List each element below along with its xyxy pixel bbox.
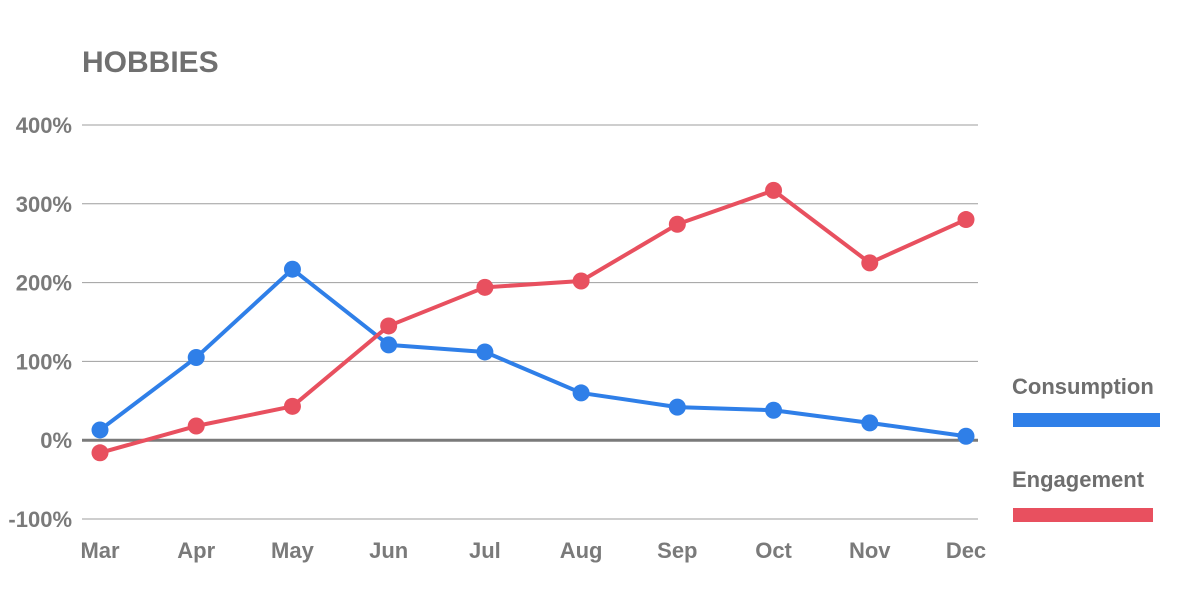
x-tick-label: Jun <box>369 538 408 563</box>
x-tick-label: Dec <box>946 538 986 563</box>
legend-swatch <box>1013 508 1153 522</box>
x-tick-label: Oct <box>755 538 792 563</box>
x-tick-label: Mar <box>80 538 120 563</box>
legend-item-engagement: Engagement <box>1012 467 1153 522</box>
data-point-engagement <box>476 278 494 296</box>
data-point-consumption <box>380 336 398 354</box>
data-point-consumption <box>765 401 783 419</box>
data-point-consumption <box>572 384 590 402</box>
data-point-consumption <box>187 348 205 366</box>
y-tick-label: 200% <box>16 271 72 296</box>
data-point-engagement <box>380 317 398 335</box>
legend-item-consumption: Consumption <box>1012 374 1160 427</box>
x-tick-label: Jul <box>469 538 501 563</box>
x-tick-label: Sep <box>657 538 697 563</box>
data-point-engagement <box>187 417 205 435</box>
data-point-engagement <box>668 215 686 233</box>
legend-label: Consumption <box>1012 374 1154 399</box>
data-point-consumption <box>91 421 109 439</box>
data-point-consumption <box>668 398 686 416</box>
x-tick-label: May <box>271 538 315 563</box>
legend-swatch <box>1013 413 1160 427</box>
series-engagement <box>91 181 975 462</box>
data-point-consumption <box>861 414 879 432</box>
chart-title: HOBBIES <box>82 46 219 79</box>
series-line-consumption <box>98 267 968 439</box>
x-tick-label: Apr <box>177 538 215 563</box>
data-point-engagement <box>861 254 879 272</box>
data-point-engagement <box>572 272 590 290</box>
legend-label: Engagement <box>1012 467 1145 492</box>
data-point-consumption <box>283 260 301 278</box>
data-point-consumption <box>476 343 494 361</box>
x-tick-label: Aug <box>560 538 603 563</box>
grid <box>82 124 978 520</box>
y-tick-label: 300% <box>16 192 72 217</box>
series-line-engagement <box>98 188 968 455</box>
data-point-engagement <box>91 444 109 462</box>
y-tick-label: 100% <box>16 349 72 374</box>
series-group <box>91 181 975 462</box>
y-tick-label: -100% <box>8 507 72 532</box>
x-axis: Mar Apr May Jun Jul Aug Sep Oct Nov Dec <box>80 538 986 563</box>
y-tick-label: 0% <box>40 428 72 453</box>
data-point-engagement <box>283 397 301 415</box>
y-tick-label: 400% <box>16 113 72 138</box>
data-point-engagement <box>765 181 783 199</box>
x-tick-label: Nov <box>849 538 891 563</box>
data-point-engagement <box>957 211 975 229</box>
y-axis: 400% 300% 200% 100% 0% -100% <box>8 113 72 532</box>
data-point-consumption <box>957 427 975 445</box>
legend: Consumption Engagement <box>1012 374 1160 522</box>
series-consumption <box>91 260 975 445</box>
